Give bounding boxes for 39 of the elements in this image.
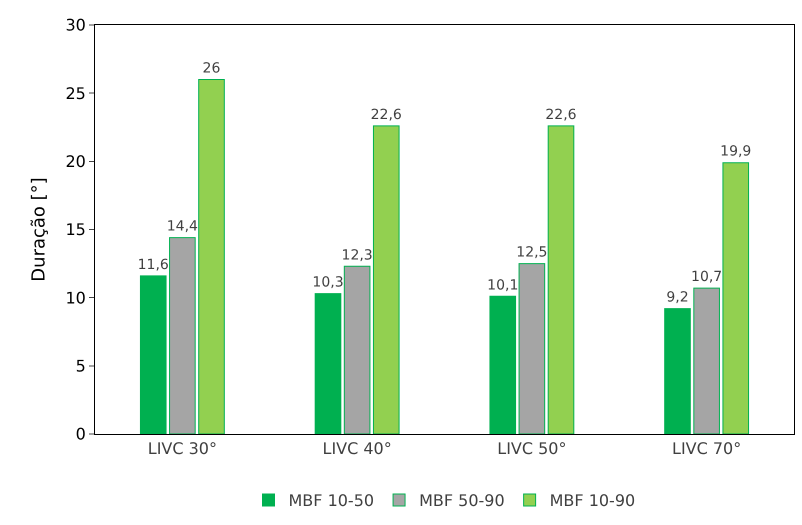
bar: [518, 263, 546, 434]
data-label: 26: [202, 60, 220, 77]
y-tick-label: 30: [65, 16, 86, 35]
bar: [198, 79, 225, 434]
bar: [372, 125, 400, 434]
y-tick-label: 5: [76, 356, 86, 376]
data-label: 22,6: [370, 106, 402, 123]
data-label: 10,1: [487, 277, 518, 294]
data-label: 14,4: [166, 218, 198, 235]
bar: [314, 293, 342, 434]
bar: [664, 308, 691, 434]
bar: [693, 288, 720, 434]
legend-label: MBF 10-50: [288, 491, 374, 510]
y-axis-title: Duração [°]: [28, 177, 50, 282]
y-tick-label: 0: [76, 424, 86, 444]
data-label: 19,9: [720, 144, 752, 160]
bar: [169, 237, 196, 434]
x-tick-label: LIVC 40°: [322, 439, 392, 458]
x-tick-label: LIVC 50°: [497, 439, 566, 458]
y-tick-label: 15: [65, 220, 86, 240]
bar: [548, 125, 574, 434]
y-tick-label: 10: [65, 288, 86, 308]
data-label: 10,3: [312, 274, 344, 291]
data-label: 11,6: [138, 256, 169, 273]
legend-label: MBF 10-90: [550, 491, 636, 510]
y-tick-label: 20: [65, 152, 86, 171]
data-label: 9,2: [666, 290, 689, 306]
x-tick-label: LIVC 70°: [672, 439, 742, 458]
bar: [140, 275, 167, 434]
data-label: 12,5: [516, 244, 548, 261]
bar: [344, 266, 370, 434]
data-label: 22,6: [545, 106, 577, 123]
x-tick-label: LIVC 30°: [148, 439, 217, 458]
data-label: 12,3: [342, 247, 373, 264]
bar: [489, 296, 516, 434]
bar: [722, 162, 750, 434]
data-label: 10,7: [691, 269, 722, 286]
y-tick-label: 25: [65, 84, 86, 103]
legend-label: MBF 50-90: [419, 491, 505, 510]
